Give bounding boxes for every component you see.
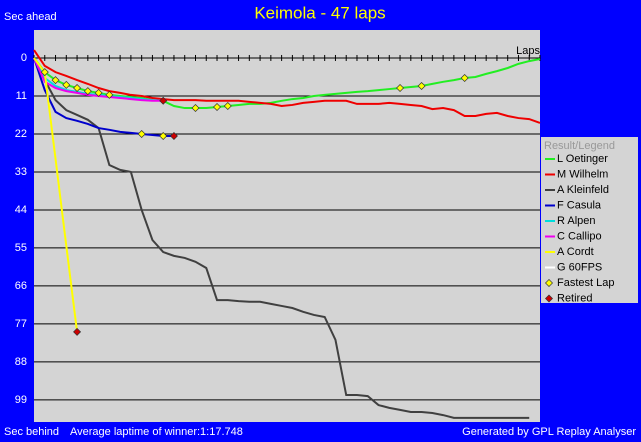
y-tick-label: 99 bbox=[15, 394, 27, 406]
fastest-lap-marker bbox=[223, 101, 232, 110]
fastest-lap-marker bbox=[460, 74, 469, 83]
retired-marker bbox=[159, 96, 168, 105]
fastest-lap-marker bbox=[191, 104, 200, 113]
y-tick-label: 22 bbox=[15, 128, 27, 140]
fastest-lap-marker bbox=[51, 76, 60, 85]
y-tick-label: 66 bbox=[15, 280, 27, 292]
fastest-lap-marker bbox=[105, 90, 114, 99]
chart-title: Keimola - 47 laps bbox=[254, 3, 385, 22]
fastest-lap-marker bbox=[83, 87, 92, 96]
legend-label: L Oetinger bbox=[557, 153, 608, 165]
retired-marker bbox=[169, 132, 178, 141]
fastest-lap-marker bbox=[213, 103, 222, 112]
legend-label: C Callipo bbox=[557, 230, 602, 242]
legend-label: A Cordt bbox=[557, 246, 594, 258]
retired-marker bbox=[73, 327, 82, 336]
y-tick-label: 33 bbox=[15, 166, 27, 178]
y-tick-label: 11 bbox=[16, 90, 27, 102]
y-tick-label: 88 bbox=[15, 356, 27, 368]
x-axis-label: Laps bbox=[516, 45, 540, 57]
y-tick-label: 0 bbox=[21, 52, 27, 64]
y-tick-label: 55 bbox=[15, 242, 27, 254]
series-line bbox=[33, 57, 530, 419]
legend-label: F Casula bbox=[557, 199, 602, 211]
fastest-lap-marker bbox=[137, 129, 146, 138]
legend-label: Retired bbox=[557, 292, 592, 304]
fastest-lap-marker bbox=[396, 84, 405, 93]
legend-title: Result/Legend bbox=[544, 140, 615, 152]
series-line bbox=[33, 57, 174, 138]
fastest-lap-marker bbox=[73, 84, 82, 93]
legend-label: Fastest Lap bbox=[557, 277, 614, 289]
legend-box bbox=[541, 137, 638, 303]
footer-left: Average laptime of winner:1:17.748 bbox=[70, 426, 243, 438]
legend-swatch bbox=[545, 279, 553, 287]
series-line bbox=[33, 57, 541, 110]
footer-right: Generated by GPL Replay Analyser bbox=[462, 426, 636, 438]
fastest-lap-marker bbox=[94, 88, 103, 97]
y-tick-label: 77 bbox=[15, 318, 27, 330]
legend-swatch bbox=[545, 294, 553, 303]
fastest-lap-marker bbox=[417, 81, 426, 90]
series-line bbox=[33, 49, 541, 124]
y-tick-label: 44 bbox=[15, 204, 27, 216]
fastest-lap-marker bbox=[40, 68, 49, 77]
legend-label: M Wilhelm bbox=[557, 168, 608, 180]
series-line bbox=[33, 57, 79, 332]
legend-label: G 60FPS bbox=[557, 261, 602, 273]
legend-label: A Kleinfeld bbox=[557, 184, 609, 196]
y-label-top: Sec ahead bbox=[4, 11, 57, 23]
plot-area bbox=[34, 30, 540, 422]
fastest-lap-marker bbox=[62, 80, 71, 89]
fastest-lap-marker bbox=[159, 132, 168, 141]
y-label-bottom: Sec behind bbox=[4, 426, 59, 438]
legend-label: R Alpen bbox=[557, 215, 596, 227]
